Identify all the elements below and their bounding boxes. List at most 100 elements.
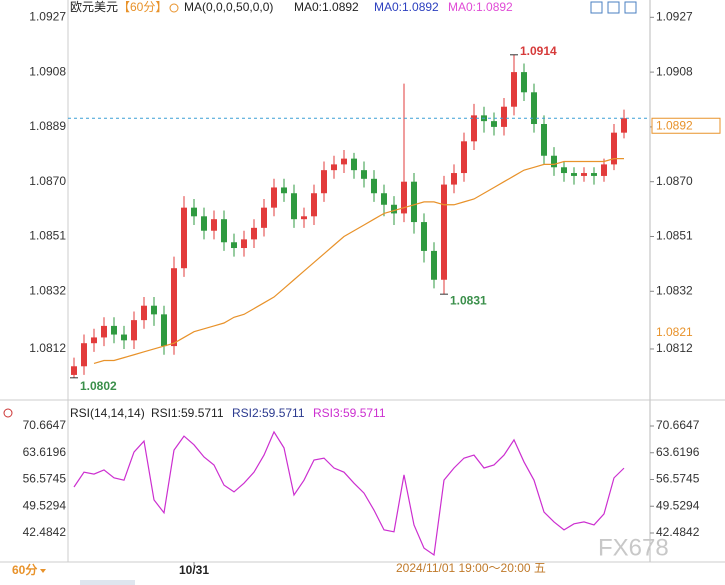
- candle-body: [271, 187, 277, 208]
- extreme-label: 1.0831: [450, 293, 487, 307]
- y-tick-label: 1.0927: [656, 9, 693, 23]
- candle-body: [201, 216, 207, 231]
- dropdown-arrow[interactable]: [40, 569, 46, 573]
- candle-body: [261, 207, 267, 228]
- period-label: 【60分】: [118, 0, 167, 14]
- y-tick-label: 63.6196: [23, 445, 67, 459]
- y-tick-label: 1.0832: [656, 283, 693, 297]
- candle-body: [341, 158, 347, 165]
- y-tick-label: 42.4842: [656, 525, 700, 539]
- candle-body: [351, 158, 357, 171]
- candle-body: [71, 366, 77, 375]
- bottom-tab[interactable]: [80, 580, 135, 585]
- candle-body: [521, 72, 527, 93]
- candle-body: [531, 92, 537, 125]
- candle-body: [591, 173, 597, 176]
- y-tick-label: 1.0832: [29, 283, 66, 297]
- candle-body: [381, 193, 387, 205]
- candle-body: [131, 320, 137, 341]
- last-price-box: [651, 117, 721, 134]
- candle-body: [441, 184, 447, 280]
- candle-body: [171, 268, 177, 347]
- y-tick-label: 1.0927: [29, 9, 66, 23]
- candle-body: [471, 115, 477, 142]
- candle-body: [361, 170, 367, 179]
- y-tick-label: 1.0908: [656, 64, 693, 78]
- symbol-title: 欧元美元: [70, 0, 118, 14]
- y-tick-label: 70.6647: [23, 418, 67, 432]
- ma-params: MA(0,0,0,50,0,0): [184, 0, 273, 14]
- candle-body: [461, 141, 467, 174]
- candle-body: [251, 227, 257, 240]
- candle-body: [231, 242, 237, 249]
- ma-axis-label: 1.0821: [656, 325, 693, 339]
- x-tick-label: 10/31: [179, 563, 209, 577]
- rsi-readout: RSI3:59.5711: [313, 406, 386, 420]
- settings-icon[interactable]: [169, 3, 179, 13]
- candle-body: [581, 173, 587, 176]
- candle-body: [191, 207, 197, 217]
- candle-body: [101, 325, 107, 338]
- ma-readout: MA0:1.0892: [374, 0, 439, 14]
- ma-readout: MA0:1.0892: [448, 0, 513, 14]
- candle-body: [421, 222, 427, 251]
- candle-body: [321, 170, 327, 194]
- y-tick-label: 1.0851: [29, 229, 66, 243]
- candle-body: [301, 216, 307, 220]
- y-tick-label: 1.0870: [29, 174, 66, 188]
- candle-body: [221, 219, 227, 243]
- candle-body: [401, 181, 407, 214]
- y-tick-label: 56.5745: [656, 472, 700, 486]
- candle-body: [511, 72, 517, 107]
- candle-body: [411, 181, 417, 223]
- y-tick-label: 63.6196: [656, 445, 700, 459]
- tool-icon[interactable]: [624, 1, 637, 14]
- last-price-label: 1.0892: [656, 118, 693, 132]
- candle-body: [571, 173, 577, 176]
- candle-body: [181, 207, 187, 269]
- candle-body: [291, 193, 297, 220]
- candle-body: [501, 106, 507, 127]
- tool-icon[interactable]: [590, 1, 603, 14]
- tool-icon[interactable]: [607, 1, 620, 14]
- candle-body: [161, 314, 167, 347]
- candle-body: [91, 337, 97, 344]
- y-tick-label: 1.0812: [29, 341, 66, 355]
- candle-body: [121, 334, 127, 341]
- y-tick-label: 70.6647: [656, 418, 700, 432]
- y-tick-label: 49.5294: [23, 498, 67, 512]
- y-tick-label: 56.5745: [23, 472, 67, 486]
- rsi-readout: RSI2:59.5711: [232, 406, 305, 420]
- candle-body: [431, 250, 437, 280]
- rsi-line: [73, 430, 625, 556]
- candle-body: [141, 305, 147, 321]
- candle-body: [621, 118, 627, 133]
- candle-body: [601, 164, 607, 176]
- candle-body: [451, 173, 457, 185]
- candle-body: [81, 343, 87, 367]
- extreme-label: 1.0914: [520, 44, 557, 58]
- candle-body: [111, 325, 117, 335]
- candle-body: [541, 124, 547, 156]
- y-tick-label: 1.0812: [656, 341, 693, 355]
- candle-body: [491, 121, 497, 127]
- period-selector[interactable]: 60分: [12, 562, 37, 577]
- indicator-icon[interactable]: [3, 408, 13, 418]
- rsi-title: RSI(14,14,14): [70, 406, 145, 420]
- candle-body: [371, 178, 377, 194]
- candle-body: [561, 167, 567, 174]
- watermark: FX678: [598, 534, 669, 561]
- candle-body: [241, 239, 247, 249]
- extreme-label: 1.0802: [80, 379, 117, 393]
- y-tick-label: 1.0889: [29, 119, 66, 133]
- y-tick-label: 49.5294: [656, 498, 700, 512]
- y-tick-label: 1.0851: [656, 229, 693, 243]
- candle-body: [551, 155, 557, 168]
- candle-body: [151, 305, 157, 315]
- candle-body: [211, 219, 217, 231]
- candle-body: [311, 193, 317, 217]
- candle-body: [331, 164, 337, 171]
- rsi-readout: RSI1:59.5711: [151, 406, 224, 420]
